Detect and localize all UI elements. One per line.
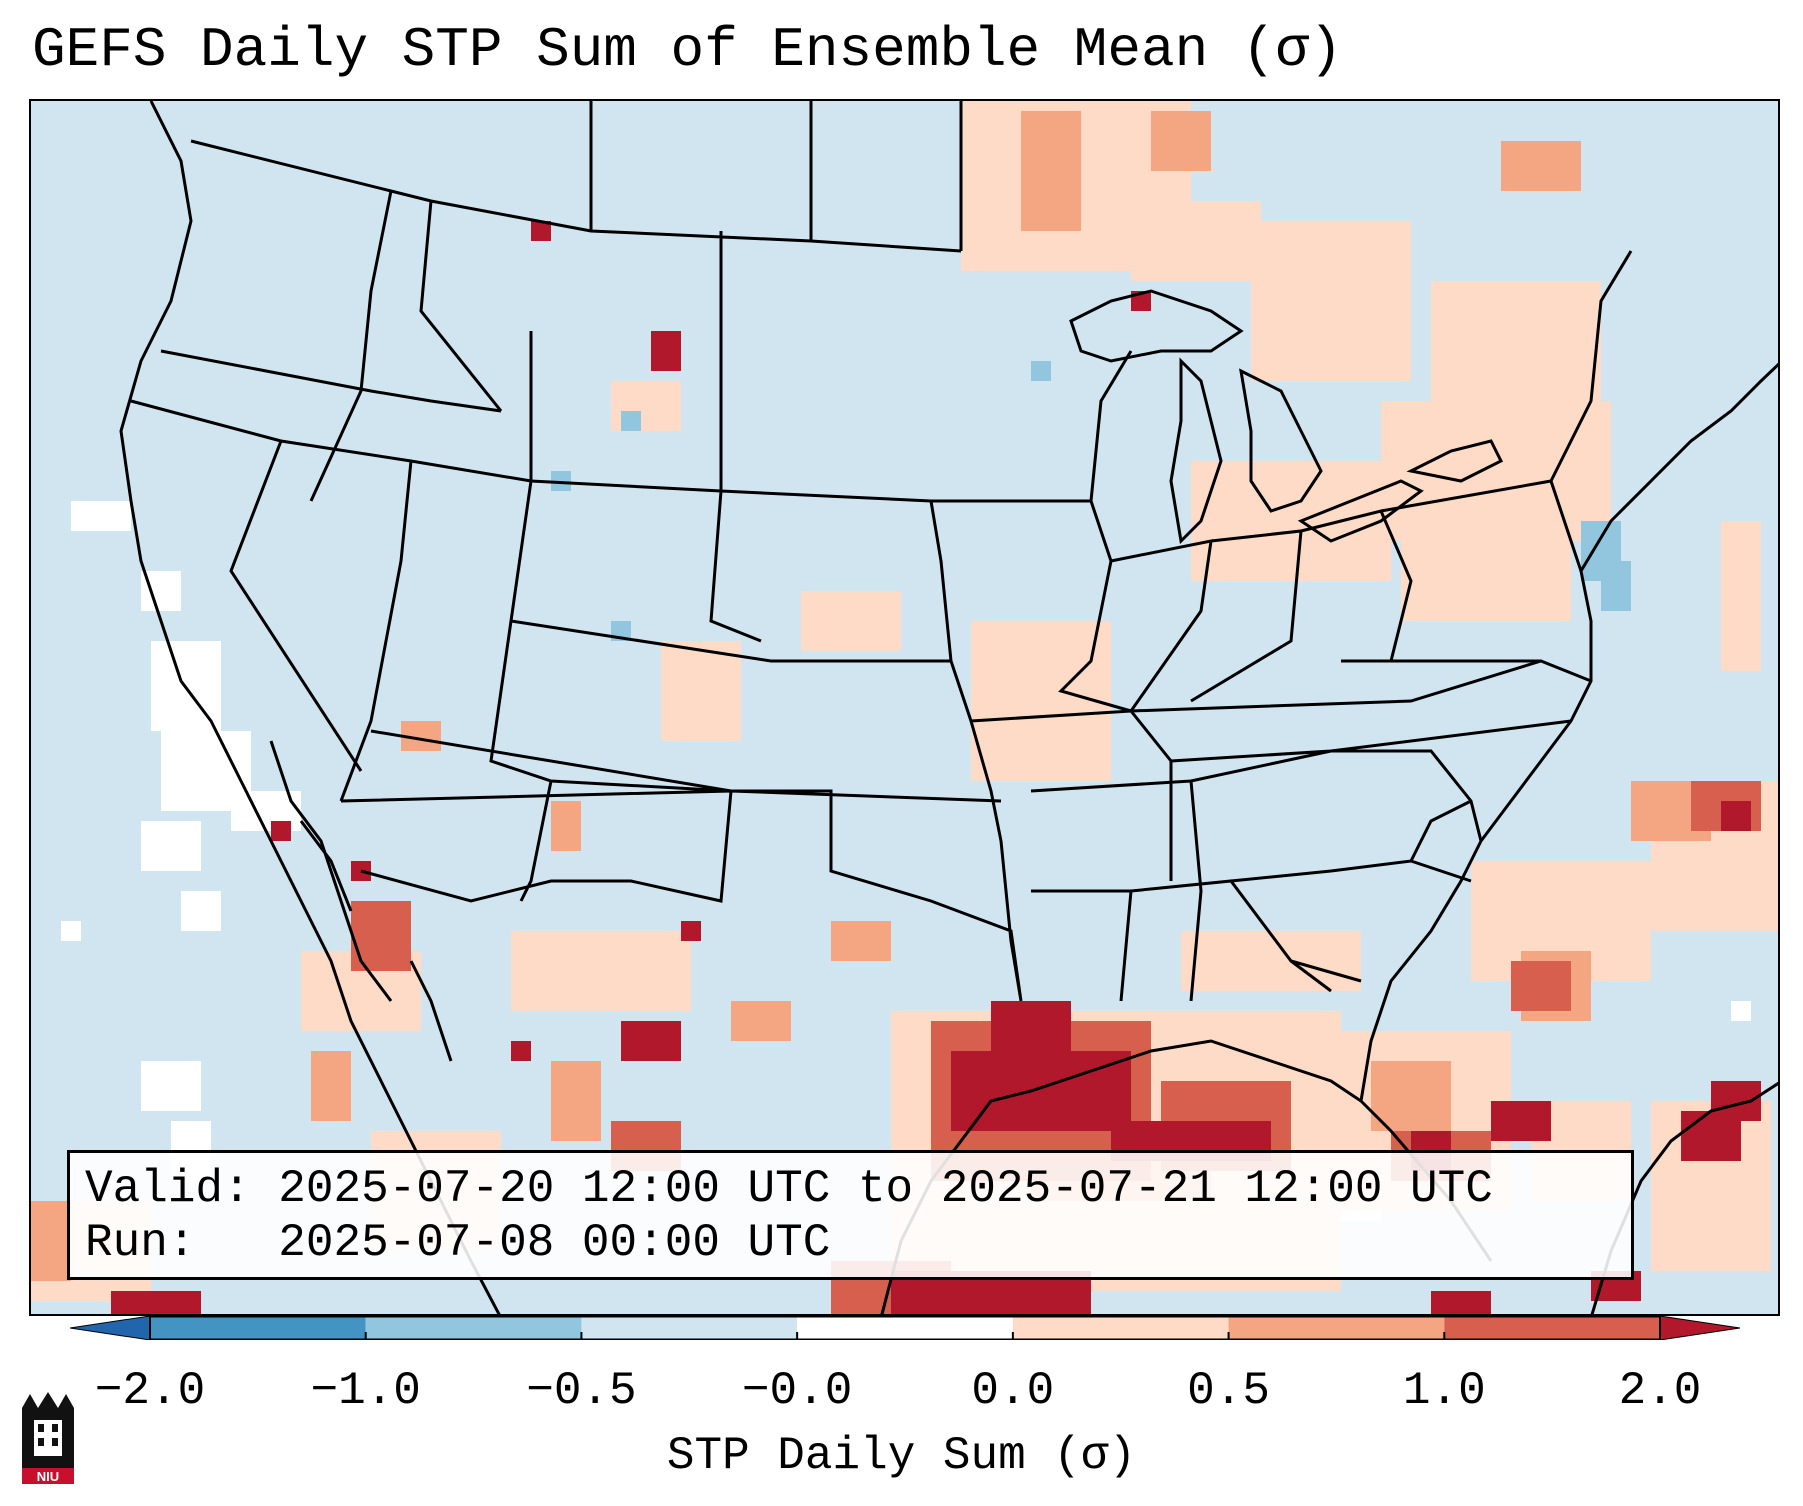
- colorbar-extend-low: [70, 1316, 151, 1340]
- colorbar: [70, 1316, 1740, 1340]
- colorbar-tick-label: −0.5: [526, 1365, 637, 1417]
- colorbar-extend-high: [1659, 1316, 1740, 1340]
- colorbar-tick-label: 2.0: [1618, 1365, 1702, 1417]
- valid-run-info-box: Valid: 2025-07-20 12:00 UTC to 2025-07-2…: [67, 1150, 1634, 1280]
- colorbar-tick-label: 0.5: [1187, 1365, 1270, 1417]
- colorbar-tick-label: 0.0: [971, 1365, 1055, 1417]
- run-line: Run: 2025-07-08 00:00 UTC: [85, 1217, 830, 1269]
- colorbar-segment: [1444, 1316, 1660, 1340]
- run-label: Run:: [85, 1217, 196, 1269]
- valid-label: Valid:: [85, 1163, 251, 1215]
- map-title: GEFS Daily STP Sum of Ensemble Mean (σ): [32, 18, 1343, 82]
- colorbar-tick-label: −1.0: [310, 1365, 421, 1417]
- map-panel[interactable]: [29, 99, 1780, 1316]
- state-borders: [130, 101, 1633, 1002]
- map-canvas: [31, 101, 1778, 1314]
- colorbar-segment: [365, 1316, 582, 1340]
- colorbar-tick-label: 1.0: [1402, 1365, 1486, 1417]
- valid-value: 2025-07-20 12:00 UTC to 2025-07-21 12:00…: [278, 1163, 1493, 1215]
- great-lakes: [1069, 289, 1504, 545]
- anomaly-negative: [551, 361, 1631, 641]
- colorbar-segment: [1012, 1316, 1229, 1340]
- colorbar-label: STP Daily Sum (σ): [666, 1430, 1137, 1482]
- logo-text: NIU: [37, 1469, 59, 1484]
- coastline: [119, 101, 1778, 1314]
- colorbar-segment: [1228, 1316, 1445, 1340]
- valid-line: Valid: 2025-07-20 12:00 UTC to 2025-07-2…: [85, 1163, 1493, 1215]
- colorbar-tick-label: −2.0: [94, 1365, 206, 1417]
- colorbar-segment: [797, 1316, 1013, 1340]
- run-value: 2025-07-08 00:00 UTC: [278, 1217, 831, 1269]
- colorbar-segment: [581, 1316, 798, 1340]
- colorbar-segment: [150, 1316, 366, 1340]
- niu-logo: NIU: [22, 1392, 74, 1484]
- colorbar-tick-label: −0.0: [741, 1365, 853, 1417]
